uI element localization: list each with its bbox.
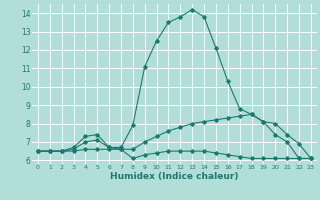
X-axis label: Humidex (Indice chaleur): Humidex (Indice chaleur): [110, 172, 239, 181]
